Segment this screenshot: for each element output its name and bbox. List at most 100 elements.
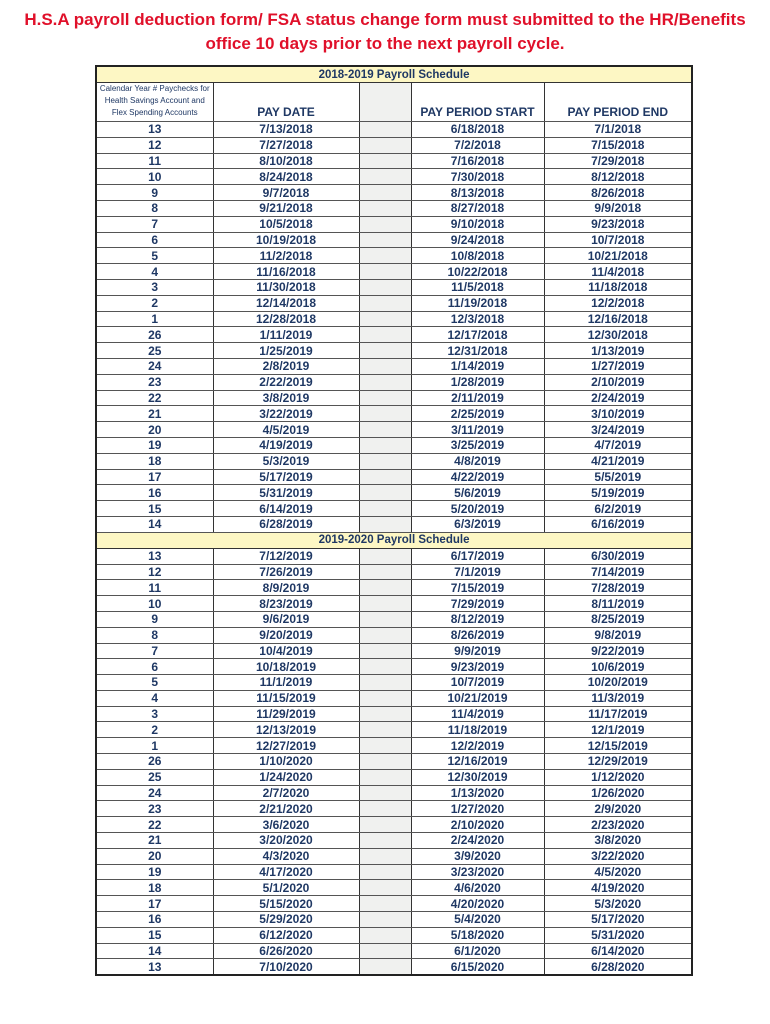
table-row: 11 8/10/2018 7/16/2018 7/29/2018: [95, 153, 693, 170]
pay-period-end: 5/5/2019: [543, 469, 693, 486]
pay-date: 10/19/2018: [212, 232, 360, 249]
paycheck-number: 13: [95, 958, 214, 976]
blank-cell: [358, 137, 412, 154]
blank-cell: [358, 421, 412, 438]
table-row: 16 5/31/2019 5/6/2019 5/19/2019: [95, 484, 693, 502]
table-row: 9 9/6/2019 8/12/2019 8/25/2019: [95, 611, 693, 628]
pay-period-start: 8/27/2018: [410, 200, 545, 217]
pay-period-end: 6/16/2019: [543, 516, 693, 533]
table-row: 9 9/7/2018 8/13/2018 8/26/2018: [95, 184, 693, 201]
pay-period-end: 8/25/2019: [543, 611, 693, 628]
paycheck-number: 10: [95, 595, 214, 612]
pay-period-end: 7/29/2018: [543, 153, 693, 170]
pay-date: 7/27/2018: [212, 137, 360, 154]
paycheck-number: 6: [95, 658, 214, 676]
blank-cell: [358, 832, 412, 849]
paycheck-number: 20: [95, 848, 214, 865]
table-row: 6 10/18/2019 9/23/2019 10/6/2019: [95, 658, 693, 676]
pay-period-end: 10/6/2019: [543, 658, 693, 676]
pay-period-end: 5/31/2020: [543, 927, 693, 944]
pay-date: 3/6/2020: [212, 816, 360, 834]
pay-period-end: 8/12/2018: [543, 168, 693, 186]
blank-cell: [358, 579, 412, 597]
table-row: 4 11/16/2018 10/22/2018 11/4/2018: [95, 263, 693, 280]
blank-cell: [358, 374, 412, 391]
pay-date: 2/8/2019: [212, 358, 360, 375]
table-row: 7 10/4/2019 9/9/2019 9/22/2019: [95, 643, 693, 660]
paycheck-number: 6: [95, 232, 214, 249]
pay-period-start: 1/27/2020: [410, 800, 545, 818]
pay-period-start: 9/23/2019: [410, 658, 545, 676]
pay-period-start: 6/3/2019: [410, 516, 545, 533]
blank-cell: [358, 279, 412, 296]
blank-cell: [358, 153, 412, 170]
pay-date: 4/3/2020: [212, 848, 360, 865]
pay-period-start: 6/15/2020: [410, 958, 545, 976]
paycheck-number: 26: [95, 326, 214, 344]
pay-period-end: 7/1/2018: [543, 121, 693, 138]
paycheck-number: 16: [95, 484, 214, 502]
pay-date: 5/29/2020: [212, 911, 360, 928]
paycheck-number: 11: [95, 579, 214, 597]
table-row: 24 2/8/2019 1/14/2019 1/27/2019: [95, 358, 693, 375]
blank-cell: [358, 879, 412, 897]
pay-date: 2/21/2020: [212, 800, 360, 818]
paycheck-number: 23: [95, 800, 214, 818]
blank-cell: [358, 564, 412, 581]
table-row: 19 4/17/2020 3/23/2020 4/5/2020: [95, 864, 693, 881]
blank-cell: [358, 184, 412, 201]
paycheck-number: 12: [95, 564, 214, 581]
blank-cell: [358, 516, 412, 533]
pay-date: 8/9/2019: [212, 579, 360, 597]
payroll-schedule-table: 2018-2019 Payroll Schedule Calendar Year …: [95, 65, 694, 977]
pay-period-start: 7/16/2018: [410, 153, 545, 170]
blank-cell: [358, 737, 412, 755]
table-row: 3 11/29/2019 11/4/2019 11/17/2019: [95, 706, 693, 723]
table-row: 6 10/19/2018 9/24/2018 10/7/2018: [95, 232, 693, 249]
blank-cell: [358, 643, 412, 660]
pay-period-end: 4/7/2019: [543, 437, 693, 454]
pay-period-end: 11/18/2018: [543, 279, 693, 296]
pay-period-end: 4/21/2019: [543, 453, 693, 470]
pay-date: 10/5/2018: [212, 216, 360, 233]
pay-date: 2/7/2020: [212, 785, 360, 802]
pay-period-start: 3/11/2019: [410, 421, 545, 438]
table-row: 3 11/30/2018 11/5/2018 11/18/2018: [95, 279, 693, 296]
pay-period-end: 6/30/2019: [543, 548, 693, 565]
pay-period-start: 4/22/2019: [410, 469, 545, 486]
table-row: 20 4/5/2019 3/11/2019 3/24/2019: [95, 421, 693, 438]
section-title: 2018-2019 Payroll Schedule: [95, 65, 693, 83]
pay-period-end: 2/23/2020: [543, 816, 693, 834]
paycheck-number: 22: [95, 390, 214, 407]
paycheck-number: 17: [95, 469, 214, 486]
table-row: 1 12/27/2019 12/2/2019 12/15/2019: [95, 737, 693, 755]
blank-cell: [358, 958, 412, 976]
notice-title: H.S.A payroll deduction form/ FSA status…: [24, 10, 746, 53]
pay-date: 4/19/2019: [212, 437, 360, 454]
pay-period-start: 10/7/2019: [410, 674, 545, 691]
paycheck-number: 21: [95, 832, 214, 849]
table-row: 1 12/28/2018 12/3/2018 12/16/2018: [95, 311, 693, 328]
pay-date: 7/13/2018: [212, 121, 360, 138]
pay-date: 5/17/2019: [212, 469, 360, 486]
pay-period-end: 12/29/2019: [543, 753, 693, 770]
pay-period-end: 6/28/2020: [543, 958, 693, 976]
pay-period-end: 5/17/2020: [543, 911, 693, 928]
pay-date: 3/20/2020: [212, 832, 360, 849]
paycheck-number: 25: [95, 342, 214, 359]
paycheck-number: 14: [95, 943, 214, 960]
pay-period-end: 7/28/2019: [543, 579, 693, 597]
paycheck-number: 14: [95, 516, 214, 533]
pay-period-start: 6/18/2018: [410, 121, 545, 138]
paycheck-number: 5: [95, 247, 214, 265]
table-row: 2 12/13/2019 11/18/2019 12/1/2019: [95, 721, 693, 739]
paycheck-number: 26: [95, 753, 214, 770]
pay-period-start: 3/25/2019: [410, 437, 545, 454]
blank-cell: [358, 690, 412, 707]
pay-date: 8/10/2018: [212, 153, 360, 170]
pay-period-start: 10/8/2018: [410, 247, 545, 265]
pay-period-end: 3/22/2020: [543, 848, 693, 865]
paycheck-number: 15: [95, 927, 214, 944]
pay-period-end: 2/9/2020: [543, 800, 693, 818]
table-row: 22 3/8/2019 2/11/2019 2/24/2019: [95, 390, 693, 407]
